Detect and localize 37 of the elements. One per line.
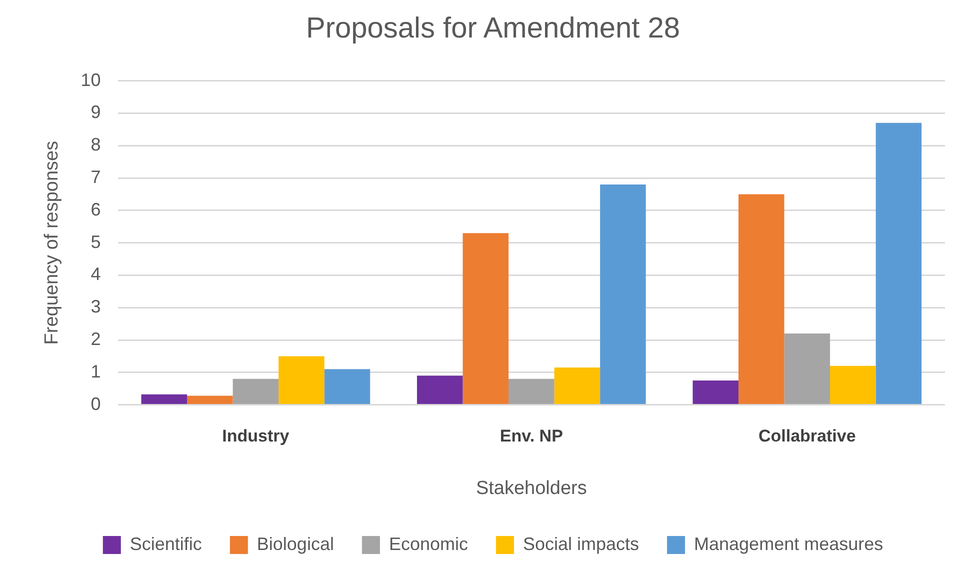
bar bbox=[508, 378, 554, 404]
x-tick-label: Env. NP bbox=[500, 426, 563, 446]
y-tick-label: 4 bbox=[90, 264, 101, 284]
bar bbox=[232, 378, 279, 404]
bar bbox=[830, 366, 876, 404]
x-tick-label: Industry bbox=[222, 426, 290, 446]
legend-label: Management measures bbox=[694, 534, 884, 554]
bar bbox=[187, 396, 233, 404]
bar bbox=[141, 394, 188, 404]
y-tick-label: 7 bbox=[90, 166, 101, 187]
y-tick-label: 6 bbox=[90, 199, 101, 220]
bar bbox=[554, 368, 600, 404]
bar bbox=[784, 334, 830, 404]
y-tick-label: 9 bbox=[90, 102, 101, 122]
bar bbox=[278, 356, 324, 404]
bar bbox=[462, 233, 509, 404]
bar bbox=[876, 122, 922, 404]
chart-title: Proposals for Amendment 28 bbox=[306, 12, 680, 44]
x-tick-label: Collabrative bbox=[758, 426, 856, 446]
x-axis-title: Stakeholders bbox=[476, 478, 587, 499]
y-tick-label: 10 bbox=[80, 70, 101, 90]
y-tick-label: 5 bbox=[90, 232, 101, 252]
y-tick-label: 0 bbox=[90, 394, 101, 414]
legend-label: Social impacts bbox=[522, 534, 640, 554]
legend-label: Biological bbox=[256, 534, 334, 554]
y-axis-title: Frequency of responses bbox=[42, 140, 63, 345]
y-tick-label: 2 bbox=[90, 328, 101, 349]
bar bbox=[600, 184, 646, 404]
y-tick-label: 8 bbox=[90, 134, 101, 155]
bar bbox=[692, 380, 738, 404]
bar bbox=[416, 376, 463, 404]
legend-label: Economic bbox=[388, 534, 468, 554]
y-tick-label: 1 bbox=[90, 361, 101, 382]
y-tick-label: 3 bbox=[90, 296, 101, 317]
legend-label: Scientific bbox=[130, 534, 202, 554]
bar bbox=[324, 369, 370, 404]
bar bbox=[738, 194, 784, 404]
